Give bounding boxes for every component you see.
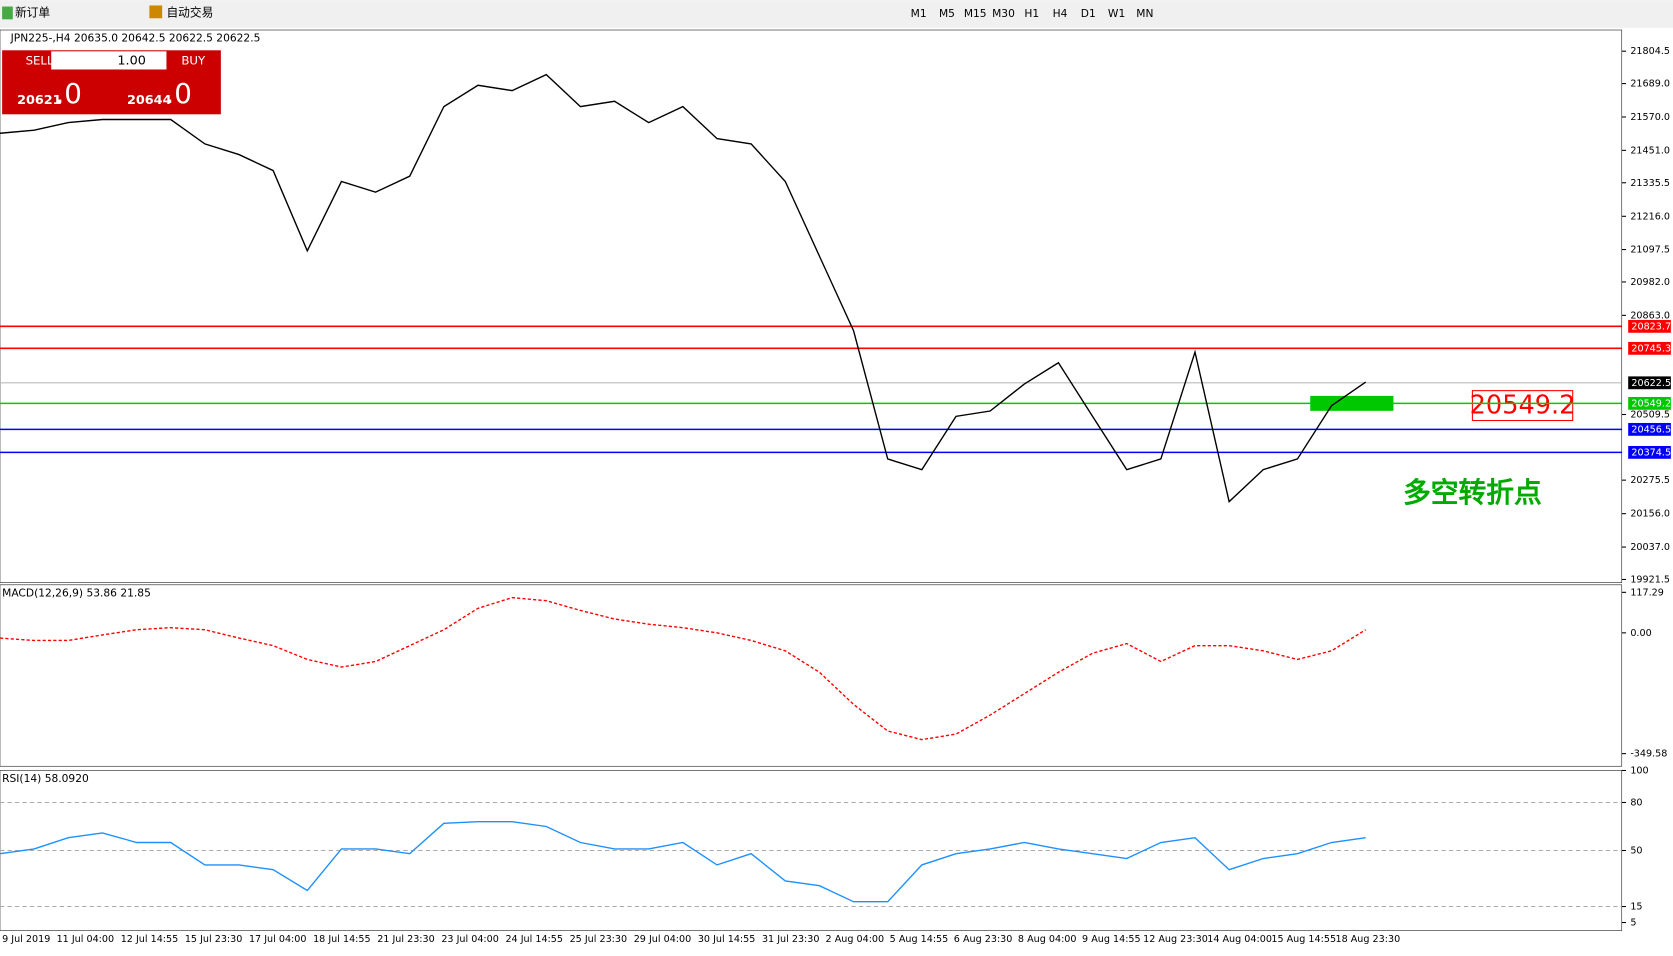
y-tick-label: 21451.0 bbox=[1630, 145, 1670, 156]
x-tick-label: 15 Aug 14:55 bbox=[1271, 934, 1336, 945]
x-tick-label: 30 Jul 14:55 bbox=[698, 934, 756, 945]
icon bbox=[149, 5, 163, 19]
y-tick-label: 21570.0 bbox=[1630, 112, 1670, 123]
y-tick-label: 117.29 bbox=[1630, 587, 1664, 598]
highlight-bar bbox=[1310, 395, 1394, 411]
level-label: 20745.3 bbox=[1631, 343, 1671, 354]
y-tick-label: 19921.5 bbox=[1630, 574, 1670, 585]
x-tick-label: 6 Aug 23:30 bbox=[954, 934, 1013, 945]
y-tick-label: 20509.5 bbox=[1630, 410, 1670, 421]
timeframe[interactable]: M1 bbox=[911, 7, 927, 20]
y-tick-label: 21689.0 bbox=[1630, 79, 1670, 90]
timeframe[interactable]: H4 bbox=[1053, 7, 1068, 20]
x-tick-label: 9 Aug 14:55 bbox=[1082, 934, 1141, 945]
level-label: 20549.2 bbox=[1631, 398, 1671, 409]
y-tick-label: 15 bbox=[1630, 902, 1642, 913]
timeframe[interactable]: M5 bbox=[939, 7, 955, 20]
timeframe[interactable]: MN bbox=[1136, 7, 1153, 20]
sell-button[interactable]: SELL bbox=[26, 53, 54, 67]
x-tick-label: 5 Aug 14:55 bbox=[890, 934, 949, 945]
y-tick-label: 20037.0 bbox=[1630, 542, 1670, 553]
x-tick-label: 21 Jul 23:30 bbox=[377, 934, 435, 945]
lots-box bbox=[51, 51, 167, 70]
level-label: 20823.7 bbox=[1631, 321, 1671, 332]
x-tick-label: 24 Jul 14:55 bbox=[505, 934, 563, 945]
timeframe[interactable]: D1 bbox=[1081, 7, 1096, 20]
price-pane bbox=[0, 29, 1623, 583]
x-tick-label: 14 Aug 04:00 bbox=[1207, 934, 1272, 945]
level-label: 20374.5 bbox=[1631, 447, 1671, 458]
y-tick-label: 80 bbox=[1630, 797, 1642, 808]
macd-pane bbox=[0, 584, 1623, 767]
y-tick-label: 21335.5 bbox=[1630, 178, 1670, 189]
x-tick-label: 29 Jul 04:00 bbox=[634, 934, 692, 945]
icon bbox=[2, 6, 13, 20]
lots[interactable]: 1.00 bbox=[117, 53, 145, 68]
annotation-box bbox=[1471, 390, 1574, 422]
y-tick-label: 20982.0 bbox=[1630, 277, 1670, 288]
timeframe[interactable]: W1 bbox=[1108, 7, 1125, 20]
x-tick-label: 25 Jul 23:30 bbox=[570, 934, 628, 945]
sell-price: 20621 bbox=[17, 93, 62, 108]
macd-title: MACD(12,26,9) 53.86 21.85 bbox=[2, 586, 151, 599]
y-tick-label: 20275.5 bbox=[1630, 475, 1670, 486]
y-tick-label: 100 bbox=[1630, 765, 1648, 776]
auto-trading[interactable]: 自动交易 bbox=[166, 5, 213, 19]
x-tick-label: 31 Jul 23:30 bbox=[762, 934, 820, 945]
y-tick-label: 21097.5 bbox=[1630, 245, 1670, 256]
x-tick-label: 8 Aug 04:00 bbox=[1018, 934, 1077, 945]
level-box bbox=[1628, 341, 1671, 355]
x-tick-label: 12 Jul 14:55 bbox=[121, 934, 179, 945]
y-tick-label: 20156.0 bbox=[1630, 509, 1670, 520]
buy-price: 20644 bbox=[127, 93, 172, 108]
y-tick-label: 50 bbox=[1630, 846, 1642, 857]
x-tick-label: 23 Jul 04:00 bbox=[441, 934, 499, 945]
level-box bbox=[1628, 396, 1671, 410]
buy-frac: .0 bbox=[165, 77, 191, 110]
x-tick-label: 2 Aug 04:00 bbox=[826, 934, 885, 945]
x-tick-label: 17 Jul 04:00 bbox=[249, 934, 307, 945]
level-box bbox=[1628, 445, 1671, 459]
current-price-label: 20622.5 bbox=[1631, 378, 1671, 389]
x-tick-label: 15 Jul 23:30 bbox=[185, 934, 243, 945]
timeframe[interactable]: M15 bbox=[964, 7, 987, 20]
annotation: 多空转折点 bbox=[1403, 476, 1542, 509]
toolbar bbox=[0, 0, 1673, 28]
level-label: 20456.5 bbox=[1631, 424, 1671, 435]
y-tick-label: 21804.5 bbox=[1630, 46, 1670, 57]
y-tick-label: 20863.0 bbox=[1630, 310, 1670, 321]
symbol-header: JPN225-,H4 20635.0 20642.5 20622.5 20622… bbox=[10, 32, 261, 45]
rsi-title: RSI(14) 58.0920 bbox=[2, 772, 89, 785]
x-tick-label: 12 Aug 23:30 bbox=[1143, 934, 1208, 945]
annotation-price: 20549.2 bbox=[1470, 391, 1576, 421]
x-tick-label: 18 Aug 23:30 bbox=[1335, 934, 1400, 945]
x-tick-label: 18 Jul 14:55 bbox=[313, 934, 371, 945]
trade-panel: SELL BUY 1.00 20621 .0 20644 .0 bbox=[2, 50, 221, 115]
series-line bbox=[0, 73, 1367, 503]
y-tick-label: 5 bbox=[1630, 918, 1636, 929]
y-tick-label: 21216.0 bbox=[1630, 211, 1670, 222]
new-order[interactable]: 新订单 bbox=[15, 5, 50, 19]
timeframe[interactable]: M30 bbox=[992, 7, 1015, 20]
y-tick-label: 0.00 bbox=[1630, 628, 1651, 639]
buy-button[interactable]: BUY bbox=[181, 53, 206, 67]
x-tick-label: 11 Jul 04:00 bbox=[57, 934, 115, 945]
level-box bbox=[1628, 319, 1671, 333]
series-line bbox=[0, 821, 1366, 903]
sell-frac: .0 bbox=[55, 77, 81, 110]
x-tick-label: 9 Jul 2019 bbox=[2, 934, 50, 945]
current-price-box bbox=[1628, 376, 1671, 390]
y-tick-label: -349.58 bbox=[1630, 749, 1667, 760]
level-box bbox=[1628, 422, 1671, 436]
timeframe[interactable]: H1 bbox=[1024, 7, 1039, 20]
